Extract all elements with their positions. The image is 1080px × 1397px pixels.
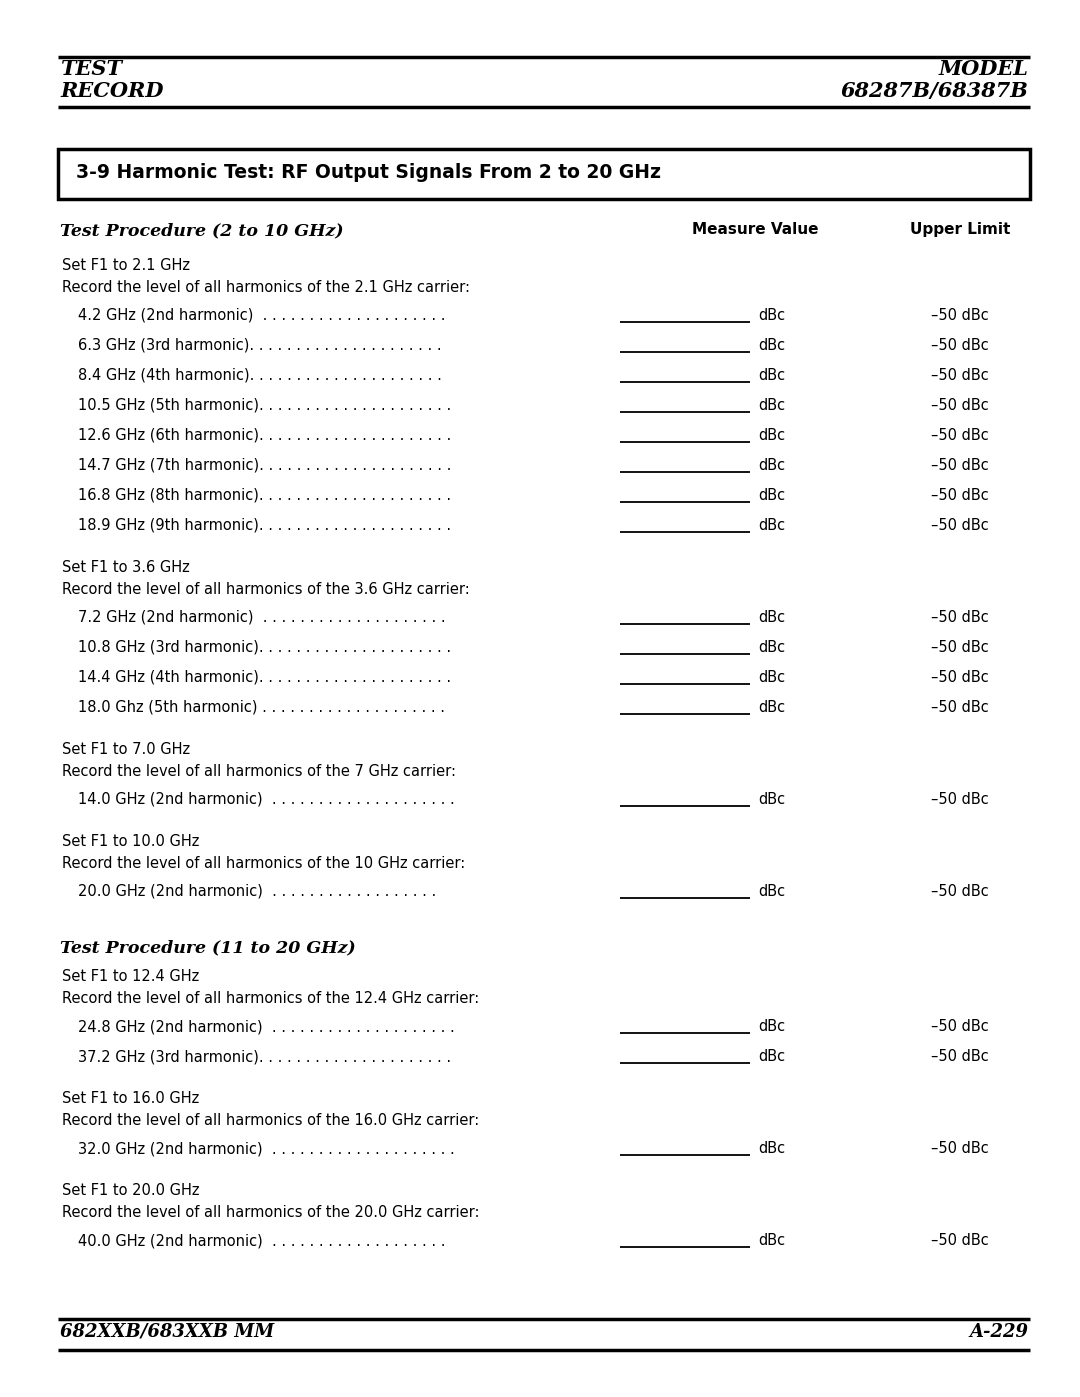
Text: 682XXB/683XXB MM: 682XXB/683XXB MM — [60, 1323, 274, 1341]
Text: dBc: dBc — [758, 307, 785, 323]
Text: Upper Limit: Upper Limit — [909, 222, 1010, 237]
Text: dBc: dBc — [758, 1141, 785, 1155]
Text: Test Procedure (2 to 10 GHz): Test Procedure (2 to 10 GHz) — [60, 222, 343, 239]
Text: Record the level of all harmonics of the 20.0 GHz carrier:: Record the level of all harmonics of the… — [62, 1206, 480, 1220]
Text: dBc: dBc — [758, 338, 785, 353]
Text: dBc: dBc — [758, 610, 785, 624]
Text: dBc: dBc — [758, 488, 785, 503]
Text: 12.6 GHz (6th harmonic). . . . . . . . . . . . . . . . . . . . .: 12.6 GHz (6th harmonic). . . . . . . . .… — [78, 427, 451, 443]
Text: 10.5 GHz (5th harmonic). . . . . . . . . . . . . . . . . . . . .: 10.5 GHz (5th harmonic). . . . . . . . .… — [78, 398, 451, 414]
Text: dBc: dBc — [758, 884, 785, 900]
Text: 6.3 GHz (3rd harmonic). . . . . . . . . . . . . . . . . . . . .: 6.3 GHz (3rd harmonic). . . . . . . . . … — [78, 338, 442, 353]
Text: –50 dBc: –50 dBc — [931, 1049, 989, 1065]
Text: dBc: dBc — [758, 1049, 785, 1065]
Text: –50 dBc: –50 dBc — [931, 518, 989, 534]
Text: dBc: dBc — [758, 367, 785, 383]
Text: 3-9 Harmonic Test: RF Output Signals From 2 to 20 GHz: 3-9 Harmonic Test: RF Output Signals Fro… — [76, 162, 661, 182]
Text: 40.0 GHz (2nd harmonic)  . . . . . . . . . . . . . . . . . . .: 40.0 GHz (2nd harmonic) . . . . . . . . … — [78, 1234, 446, 1248]
Text: 68287B/68387B: 68287B/68387B — [840, 81, 1028, 101]
Text: dBc: dBc — [758, 518, 785, 534]
Text: dBc: dBc — [758, 671, 785, 685]
Text: –50 dBc: –50 dBc — [931, 640, 989, 655]
Text: 14.7 GHz (7th harmonic). . . . . . . . . . . . . . . . . . . . .: 14.7 GHz (7th harmonic). . . . . . . . .… — [78, 458, 451, 474]
Text: –50 dBc: –50 dBc — [931, 792, 989, 807]
Text: 10.8 GHz (3rd harmonic). . . . . . . . . . . . . . . . . . . . .: 10.8 GHz (3rd harmonic). . . . . . . . .… — [78, 640, 451, 655]
Text: –50 dBc: –50 dBc — [931, 700, 989, 715]
Text: –50 dBc: –50 dBc — [931, 367, 989, 383]
Text: Set F1 to 2.1 GHz: Set F1 to 2.1 GHz — [62, 258, 190, 272]
Text: dBc: dBc — [758, 792, 785, 807]
Text: –50 dBc: –50 dBc — [931, 671, 989, 685]
Text: 14.4 GHz (4th harmonic). . . . . . . . . . . . . . . . . . . . .: 14.4 GHz (4th harmonic). . . . . . . . .… — [78, 671, 451, 685]
Text: dBc: dBc — [758, 1234, 785, 1248]
Text: MODEL: MODEL — [939, 59, 1028, 80]
Text: 20.0 GHz (2nd harmonic)  . . . . . . . . . . . . . . . . . .: 20.0 GHz (2nd harmonic) . . . . . . . . … — [78, 884, 436, 900]
Text: –50 dBc: –50 dBc — [931, 610, 989, 624]
Text: Set F1 to 3.6 GHz: Set F1 to 3.6 GHz — [62, 560, 190, 576]
Bar — [58, 149, 1030, 198]
Text: –50 dBc: –50 dBc — [931, 884, 989, 900]
Text: 7.2 GHz (2nd harmonic)  . . . . . . . . . . . . . . . . . . . .: 7.2 GHz (2nd harmonic) . . . . . . . . .… — [78, 610, 446, 624]
Text: 8.4 GHz (4th harmonic). . . . . . . . . . . . . . . . . . . . .: 8.4 GHz (4th harmonic). . . . . . . . . … — [78, 367, 442, 383]
Text: Test Procedure (11 to 20 GHz): Test Procedure (11 to 20 GHz) — [60, 939, 355, 956]
Text: –50 dBc: –50 dBc — [931, 488, 989, 503]
Text: –50 dBc: –50 dBc — [931, 338, 989, 353]
Text: Set F1 to 20.0 GHz: Set F1 to 20.0 GHz — [62, 1183, 200, 1199]
Text: Record the level of all harmonics of the 2.1 GHz carrier:: Record the level of all harmonics of the… — [62, 279, 470, 295]
Text: Record the level of all harmonics of the 12.4 GHz carrier:: Record the level of all harmonics of the… — [62, 990, 480, 1006]
Text: –50 dBc: –50 dBc — [931, 427, 989, 443]
Text: A-229: A-229 — [969, 1323, 1028, 1341]
Text: Set F1 to 7.0 GHz: Set F1 to 7.0 GHz — [62, 742, 190, 757]
Text: dBc: dBc — [758, 458, 785, 474]
Text: dBc: dBc — [758, 398, 785, 414]
Text: 18.9 GHz (9th harmonic). . . . . . . . . . . . . . . . . . . . .: 18.9 GHz (9th harmonic). . . . . . . . .… — [78, 518, 451, 534]
Text: dBc: dBc — [758, 1018, 785, 1034]
Text: –50 dBc: –50 dBc — [931, 458, 989, 474]
Text: Set F1 to 16.0 GHz: Set F1 to 16.0 GHz — [62, 1091, 199, 1106]
Text: Record the level of all harmonics of the 10 GHz carrier:: Record the level of all harmonics of the… — [62, 856, 465, 870]
Text: Record the level of all harmonics of the 3.6 GHz carrier:: Record the level of all harmonics of the… — [62, 583, 470, 597]
Text: TEST: TEST — [60, 59, 122, 80]
Text: 37.2 GHz (3rd harmonic). . . . . . . . . . . . . . . . . . . . .: 37.2 GHz (3rd harmonic). . . . . . . . .… — [78, 1049, 451, 1065]
Text: Set F1 to 10.0 GHz: Set F1 to 10.0 GHz — [62, 834, 200, 849]
Text: –50 dBc: –50 dBc — [931, 398, 989, 414]
Text: Set F1 to 12.4 GHz: Set F1 to 12.4 GHz — [62, 970, 199, 983]
Text: 32.0 GHz (2nd harmonic)  . . . . . . . . . . . . . . . . . . . .: 32.0 GHz (2nd harmonic) . . . . . . . . … — [78, 1141, 455, 1155]
Text: Record the level of all harmonics of the 16.0 GHz carrier:: Record the level of all harmonics of the… — [62, 1113, 480, 1127]
Text: dBc: dBc — [758, 640, 785, 655]
Text: –50 dBc: –50 dBc — [931, 1234, 989, 1248]
Text: Measure Value: Measure Value — [692, 222, 819, 237]
Text: –50 dBc: –50 dBc — [931, 307, 989, 323]
Text: dBc: dBc — [758, 700, 785, 715]
Text: 4.2 GHz (2nd harmonic)  . . . . . . . . . . . . . . . . . . . .: 4.2 GHz (2nd harmonic) . . . . . . . . .… — [78, 307, 446, 323]
Text: 14.0 GHz (2nd harmonic)  . . . . . . . . . . . . . . . . . . . .: 14.0 GHz (2nd harmonic) . . . . . . . . … — [78, 792, 455, 807]
Text: –50 dBc: –50 dBc — [931, 1141, 989, 1155]
Text: 18.0 Ghz (5th harmonic) . . . . . . . . . . . . . . . . . . . .: 18.0 Ghz (5th harmonic) . . . . . . . . … — [78, 700, 445, 715]
Text: dBc: dBc — [758, 427, 785, 443]
Text: Record the level of all harmonics of the 7 GHz carrier:: Record the level of all harmonics of the… — [62, 764, 456, 780]
Text: RECORD: RECORD — [60, 81, 163, 101]
Text: –50 dBc: –50 dBc — [931, 1018, 989, 1034]
Text: 16.8 GHz (8th harmonic). . . . . . . . . . . . . . . . . . . . .: 16.8 GHz (8th harmonic). . . . . . . . .… — [78, 488, 451, 503]
Text: 24.8 GHz (2nd harmonic)  . . . . . . . . . . . . . . . . . . . .: 24.8 GHz (2nd harmonic) . . . . . . . . … — [78, 1018, 455, 1034]
